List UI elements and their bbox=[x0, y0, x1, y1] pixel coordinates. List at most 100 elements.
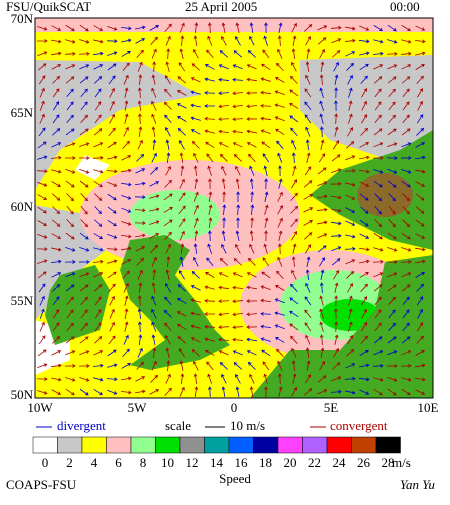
wind-arrow bbox=[207, 22, 212, 34]
wind-arrow bbox=[190, 77, 201, 83]
wind-arrow bbox=[179, 152, 184, 163]
wind-arrow bbox=[136, 49, 144, 58]
wind-arrow bbox=[387, 272, 398, 278]
wind-arrow bbox=[106, 169, 118, 174]
wind-arrow bbox=[177, 128, 186, 136]
wind-arrow bbox=[347, 127, 353, 137]
wind-arrow bbox=[305, 139, 310, 151]
wind-arrow bbox=[277, 217, 283, 228]
wind-arrow bbox=[37, 194, 47, 200]
colorbar-swatch bbox=[326, 436, 352, 454]
wind-arrow bbox=[151, 100, 157, 111]
wind-arrow bbox=[402, 193, 411, 202]
wind-arrow bbox=[278, 165, 282, 177]
wind-arrow bbox=[221, 165, 227, 176]
colorbar-title: Speed bbox=[219, 471, 251, 486]
wind-arrow bbox=[401, 336, 411, 344]
wind-arrow bbox=[51, 64, 62, 70]
wind-arrow bbox=[388, 114, 396, 123]
wind-arrow bbox=[345, 182, 356, 187]
wind-arrow bbox=[121, 194, 132, 200]
wind-arrow bbox=[387, 64, 398, 70]
wind-arrow bbox=[176, 90, 187, 96]
wind-arrow bbox=[291, 386, 297, 397]
wind-arrow bbox=[65, 388, 75, 396]
wind-arrow bbox=[334, 321, 339, 333]
wind-arrow bbox=[415, 51, 426, 56]
wind-arrow bbox=[278, 178, 283, 189]
wind-arrow bbox=[149, 207, 160, 212]
wind-arrow bbox=[263, 165, 268, 176]
wind-arrow bbox=[64, 51, 76, 56]
wind-arrow bbox=[246, 142, 257, 148]
wind-arrow bbox=[65, 247, 76, 252]
wind-arrow bbox=[292, 35, 297, 46]
wind-arrow bbox=[177, 115, 187, 122]
wind-arrow bbox=[374, 296, 382, 306]
wind-arrow bbox=[305, 74, 311, 85]
wind-arrow bbox=[291, 256, 296, 268]
wind-arrow bbox=[218, 350, 229, 356]
wind-arrow bbox=[261, 271, 271, 279]
wind-arrow bbox=[193, 256, 199, 267]
wind-arrow bbox=[163, 219, 173, 227]
wind-arrow bbox=[388, 296, 396, 305]
wind-arrow bbox=[190, 103, 201, 108]
wind-arrow bbox=[319, 126, 324, 138]
wind-arrow bbox=[136, 361, 144, 370]
wind-arrow bbox=[93, 181, 103, 188]
wind-arrow bbox=[50, 155, 62, 160]
wind-arrow bbox=[373, 388, 383, 396]
wind-arrow bbox=[163, 193, 173, 201]
wind-arrow bbox=[235, 373, 241, 384]
wind-arrow bbox=[303, 207, 314, 213]
wind-arrow bbox=[317, 220, 328, 225]
wind-arrow bbox=[260, 324, 272, 329]
wind-arrow bbox=[401, 169, 412, 174]
wind-arrow bbox=[320, 347, 325, 358]
wind-arrow bbox=[124, 295, 129, 306]
wind-arrow bbox=[51, 272, 62, 278]
wind-arrow bbox=[373, 180, 383, 188]
wind-arrow bbox=[52, 75, 61, 84]
wind-arrow bbox=[122, 62, 130, 72]
lat-label: 70N bbox=[11, 11, 34, 26]
wind-arrow bbox=[291, 360, 296, 372]
wind-arrow bbox=[66, 219, 74, 228]
wind-arrow bbox=[66, 88, 74, 98]
wind-arrow bbox=[64, 260, 76, 264]
wind-arrow bbox=[193, 191, 199, 202]
wind-arrow bbox=[150, 36, 158, 45]
wind-arrow bbox=[193, 152, 199, 163]
wind-arrow bbox=[232, 272, 243, 278]
wind-arrow bbox=[218, 117, 230, 122]
wind-arrow bbox=[65, 350, 76, 356]
wind-arrow bbox=[163, 206, 173, 213]
wind-arrow bbox=[276, 348, 284, 357]
wind-arrow bbox=[415, 63, 425, 70]
wind-arrow bbox=[347, 282, 353, 293]
wind-arrow bbox=[176, 311, 187, 317]
wind-arrow bbox=[263, 243, 268, 254]
wind-arrow bbox=[334, 126, 339, 137]
colorbar-swatch bbox=[57, 436, 83, 454]
wind-arrow bbox=[93, 233, 103, 239]
wind-arrow bbox=[402, 296, 410, 306]
wind-arrow bbox=[94, 76, 103, 84]
wind-arrow bbox=[121, 207, 132, 213]
lon-label: 0 bbox=[231, 400, 238, 415]
wind-arrow bbox=[373, 284, 383, 292]
wind-arrow bbox=[80, 205, 88, 215]
wind-arrow bbox=[319, 321, 324, 332]
wind-arrow bbox=[415, 206, 425, 214]
wind-arrow bbox=[305, 282, 311, 293]
wind-arrow bbox=[80, 114, 88, 123]
wind-arrow bbox=[178, 348, 185, 358]
wind-arrow bbox=[401, 142, 412, 148]
wind-arrow bbox=[165, 269, 170, 280]
wind-arrow bbox=[151, 321, 157, 332]
wind-arrow bbox=[306, 360, 311, 371]
wind-arrow bbox=[93, 389, 103, 395]
wind-arrow bbox=[417, 88, 424, 98]
wind-arrow bbox=[79, 24, 89, 32]
